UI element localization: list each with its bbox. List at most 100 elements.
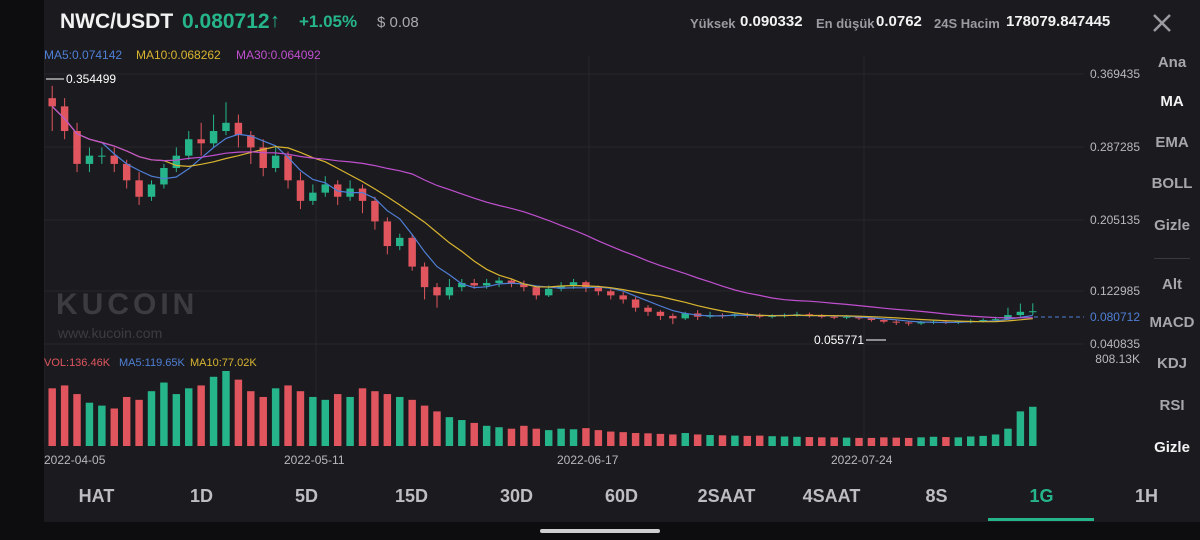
- candle-body: [271, 155, 280, 168]
- candle-body: [358, 188, 367, 201]
- candle-body: [582, 282, 590, 288]
- volume-bar: [544, 430, 553, 446]
- candle-body: [681, 313, 689, 319]
- pair-title[interactable]: NWC/USDT: [60, 10, 174, 33]
- candle: [209, 114, 218, 148]
- tab-15d[interactable]: 15D: [394, 486, 429, 506]
- candle-body: [669, 315, 677, 319]
- menu-main-ema[interactable]: EMA: [1155, 134, 1189, 151]
- menu-sub-hide[interactable]: Gizle: [1154, 439, 1190, 456]
- candle-body: [321, 184, 330, 193]
- volume-bar: [470, 422, 478, 446]
- volume-bar: [718, 435, 727, 446]
- high-value: 0.090332: [740, 13, 803, 30]
- tab-4saat[interactable]: 4SAAT: [802, 486, 861, 506]
- last-price-label: 0.080712: [1090, 310, 1140, 324]
- tab-1d[interactable]: 1D: [189, 486, 213, 506]
- y-tick-label: 0.205135: [1090, 213, 1140, 227]
- candle-body: [470, 283, 478, 286]
- left-gutter: [0, 0, 44, 540]
- candle-body: [1029, 311, 1037, 313]
- usd-value: $ 0.08: [377, 14, 419, 31]
- chart-area[interactable]: KUCOIN www.kucoin.com MA5:0.074142 MA10:…: [43, 46, 1144, 467]
- x-tick-label: 2022-06-17: [557, 453, 619, 466]
- candle-body: [544, 288, 553, 296]
- volume-bar: [755, 435, 764, 446]
- tab-1g[interactable]: 1G: [1029, 486, 1054, 506]
- volume-bar: [197, 385, 205, 446]
- candle: [706, 311, 714, 319]
- candle-body: [110, 155, 118, 164]
- menu-main-hide[interactable]: Gizle: [1154, 217, 1190, 234]
- candle: [520, 280, 528, 292]
- volume-bar: [1016, 411, 1025, 446]
- low-value: 0.0762: [876, 13, 922, 30]
- candle: [433, 283, 441, 308]
- volume-bar: [333, 394, 342, 446]
- volume-bar: [929, 436, 938, 446]
- candle-body: [98, 155, 106, 157]
- tab-2saat[interactable]: 2SAAT: [697, 486, 756, 506]
- menu-sub-rsi[interactable]: RSI: [1159, 397, 1185, 414]
- tab-5d[interactable]: 5D: [294, 486, 318, 506]
- candle-body: [147, 184, 156, 197]
- volume-bar: [271, 388, 280, 446]
- close-icon[interactable]: [1147, 8, 1177, 38]
- candle-body: [892, 321, 900, 323]
- candle: [892, 320, 900, 325]
- menu-main-ana[interactable]: Ana: [1157, 54, 1187, 71]
- candle-body: [656, 311, 665, 316]
- y-tick-label: 0.369435: [1090, 67, 1140, 81]
- volume-bar: [954, 437, 963, 446]
- menu-sub-alt[interactable]: Alt: [1162, 276, 1182, 293]
- candle: [358, 184, 367, 214]
- tab-hat[interactable]: HAT: [78, 486, 115, 506]
- volume-bar: [110, 408, 118, 446]
- candle: [222, 102, 230, 136]
- volume-bar: [892, 437, 900, 446]
- candle-body: [309, 192, 317, 201]
- menu-sub-kdj[interactable]: KDJ: [1156, 355, 1187, 372]
- volume-bar: [259, 396, 267, 446]
- candle: [396, 233, 404, 251]
- candle-body: [768, 315, 776, 317]
- volume-bar: [880, 437, 888, 446]
- x-tick-label: 2022-07-24: [831, 453, 893, 466]
- candlestick-chart[interactable]: KUCOIN www.kucoin.com MA5:0.074142 MA10:…: [43, 46, 1144, 467]
- min-marker: 0.055771: [814, 333, 864, 347]
- candle: [768, 314, 776, 319]
- candle: [644, 305, 652, 316]
- candle-body: [85, 155, 94, 164]
- candle: [619, 292, 627, 304]
- candle: [122, 159, 131, 189]
- volume-bar: [396, 396, 404, 446]
- candle: [197, 122, 205, 156]
- candle-body: [880, 320, 888, 322]
- candle-body: [1004, 315, 1012, 320]
- tab-8s[interactable]: 8S: [925, 486, 948, 506]
- volume-bar: [408, 399, 416, 446]
- volume-bar: [383, 394, 392, 446]
- candle: [371, 196, 379, 230]
- candle-body: [520, 283, 528, 288]
- tab-60d[interactable]: 60D: [604, 486, 639, 506]
- volume-bar: [520, 425, 528, 446]
- volume-bar: [185, 388, 193, 446]
- volume-bar: [917, 437, 925, 446]
- menu-sub-macd[interactable]: MACD: [1149, 314, 1195, 331]
- volume-bar: [135, 399, 143, 446]
- up-arrow-icon: ↑: [270, 10, 280, 32]
- candle: [818, 314, 826, 319]
- tab-1h[interactable]: 1H: [1134, 486, 1158, 506]
- ma10-legend: MA10:0.068262: [136, 48, 221, 62]
- candle-body: [569, 282, 578, 286]
- volume-bar: [904, 437, 913, 446]
- tab-30d[interactable]: 30D: [499, 486, 534, 506]
- menu-main-boll[interactable]: BOLL: [1151, 175, 1193, 192]
- home-indicator[interactable]: [540, 529, 660, 533]
- volume-bar: [507, 428, 516, 446]
- menu-main-ma[interactable]: MA: [1160, 93, 1184, 110]
- candle-body: [209, 131, 218, 144]
- volume-bar: [172, 394, 181, 446]
- candle-body: [607, 291, 615, 296]
